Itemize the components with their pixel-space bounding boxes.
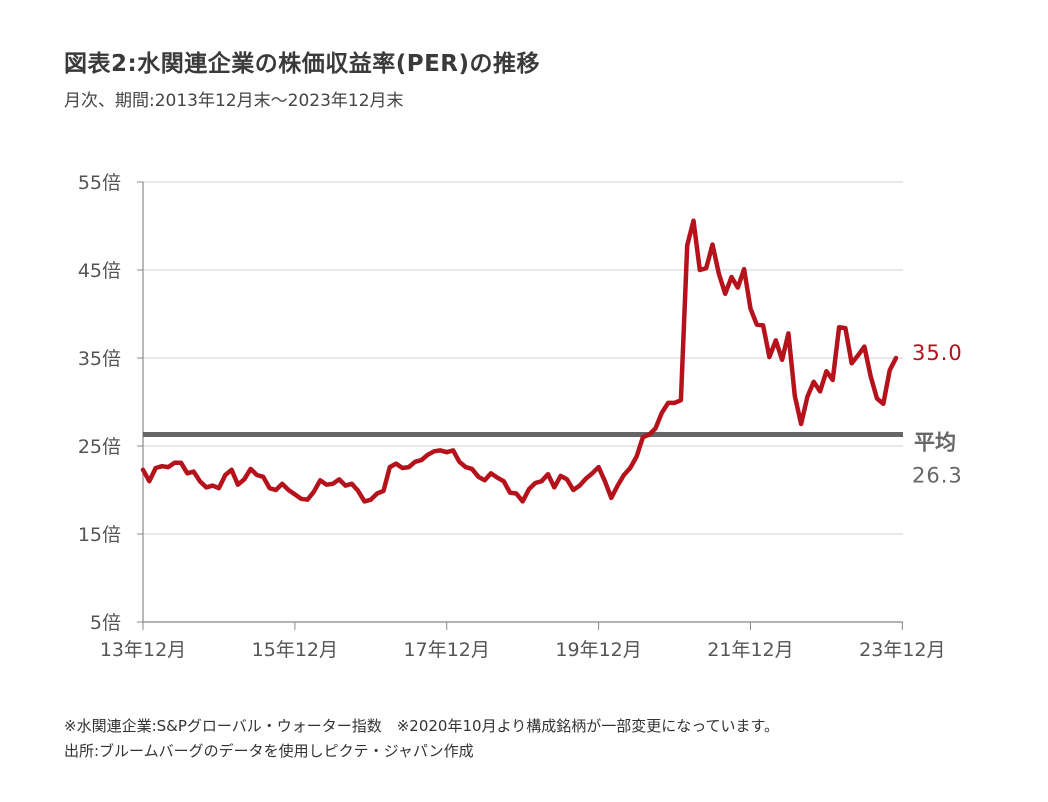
x-tick-label: 15年12月 [252, 639, 338, 661]
x-tick-label: 21年12月 [707, 639, 793, 661]
y-tick-label: 55倍 [78, 172, 121, 194]
x-tick-label: 23年12月 [859, 639, 945, 661]
series-end-label: 35.0 [912, 341, 963, 365]
x-tick-label: 19年12月 [555, 639, 641, 661]
y-tick-label: 5倍 [90, 612, 121, 634]
page-subtitle: 月次、期間:2013年12月末～2023年12月末 [64, 91, 404, 111]
y-axis-ticks: 5倍 15倍 25倍 35倍 45倍 55倍 [78, 172, 143, 634]
x-axis-ticks: 13年12月 15年12月 17年12月 19年12月 21年12月 23年12月 [100, 622, 946, 661]
grid-lines [142, 181, 903, 623]
y-tick-label: 15倍 [78, 524, 121, 546]
footnote-source: 出所:ブルームバーグのデータを使用しピクテ・ジャパン作成 [64, 742, 474, 760]
y-tick-label: 35倍 [78, 348, 121, 370]
average-label: 平均 [914, 431, 956, 455]
y-tick-label: 45倍 [78, 260, 121, 282]
average-value-label: 26.3 [912, 464, 963, 488]
page-title: 図表2:水関連企業の株価収益率(PER)の推移 [64, 51, 541, 77]
y-tick-label: 25倍 [78, 436, 121, 458]
per-series-line [140, 218, 899, 504]
footnote-index-note: ※水関連企業:S&Pグローバル・ウォーター指数 ※2020年10月より構成銘柄が… [64, 717, 780, 735]
x-tick-label: 17年12月 [404, 639, 490, 661]
x-tick-label: 13年12月 [100, 639, 186, 661]
